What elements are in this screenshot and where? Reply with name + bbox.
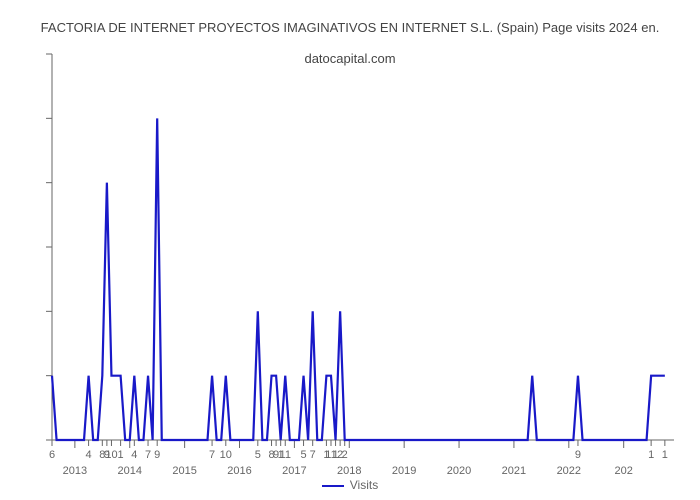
- x-month-label: 1: [118, 449, 124, 461]
- x-year-label: 2018: [337, 465, 361, 477]
- x-month-label: 1: [662, 449, 668, 461]
- chart-plot-area: 0123456648910147971058911157111122911201…: [42, 50, 682, 490]
- x-month-label: 7: [145, 449, 151, 461]
- x-year-label: 2013: [63, 465, 87, 477]
- x-year-label: 2014: [118, 465, 142, 477]
- x-year-label: 2021: [502, 465, 526, 477]
- x-month-label: 7: [310, 449, 316, 461]
- x-month-label: 5: [255, 449, 261, 461]
- x-year-label: 2016: [227, 465, 251, 477]
- x-month-label: 4: [86, 449, 92, 461]
- x-year-label: 202: [615, 465, 633, 477]
- x-month-label: 4: [131, 449, 137, 461]
- chart-title-line1: FACTORIA DE INTERNET PROYECTOS IMAGINATI…: [41, 20, 660, 35]
- x-year-label: 2022: [557, 465, 581, 477]
- x-month-label: 10: [220, 449, 232, 461]
- x-month-label: 11: [280, 449, 291, 461]
- visits-chart: FACTORIA DE INTERNET PROYECTOS IMAGINATI…: [0, 0, 700, 500]
- legend-label: Visits: [350, 478, 378, 492]
- x-month-label: 5: [300, 449, 306, 461]
- x-month-label: 9: [575, 449, 581, 461]
- x-month-label: 7: [209, 449, 215, 461]
- chart-legend: Visits: [0, 478, 700, 492]
- x-year-label: 2019: [392, 465, 416, 477]
- x-month-label: 6: [49, 449, 55, 461]
- x-month-label: 9: [154, 449, 160, 461]
- x-month-label: 1: [648, 449, 654, 461]
- x-year-label: 2017: [282, 465, 306, 477]
- x-year-label: 2020: [447, 465, 471, 477]
- x-month-label: 2: [342, 449, 348, 461]
- visits-line: [52, 118, 665, 440]
- x-year-label: 2015: [172, 465, 196, 477]
- legend-line-icon: [322, 485, 344, 487]
- x-month-label: 10: [105, 449, 117, 461]
